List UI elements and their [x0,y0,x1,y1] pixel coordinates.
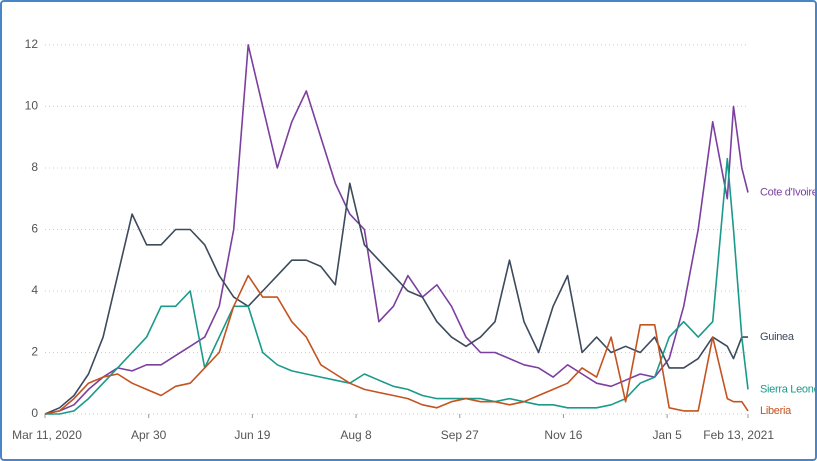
y-tick-label: 0 [31,406,38,420]
series-line [44,274,749,415]
series-label: Cote d'Ivoire [760,186,815,198]
y-tick-label: 8 [31,160,38,174]
y-tick-label: 2 [31,345,38,359]
series-line [44,44,749,415]
x-tick-label: Jun 19 [234,428,270,442]
series-line [44,182,748,415]
y-tick-label: 10 [25,99,39,113]
y-tick-label: 6 [31,222,38,236]
x-tick-label: Jan 5 [652,428,682,442]
series-label: Liberia [760,405,792,417]
series-label: Guinea [760,331,795,343]
x-tick-label: Mar 11, 2020 [12,428,82,442]
series-label: Sierra Leone [760,383,815,395]
x-tick-label: Nov 16 [544,428,582,442]
series-line [45,157,749,415]
x-tick-label: Apr 30 [131,428,167,442]
x-tick-label: Sep 27 [441,428,479,442]
x-tick-label: Feb 13, 2021 [703,428,774,442]
y-tick-label: 12 [25,37,39,51]
y-tick-label: 4 [31,283,38,297]
x-tick-label: Aug 8 [340,428,372,442]
